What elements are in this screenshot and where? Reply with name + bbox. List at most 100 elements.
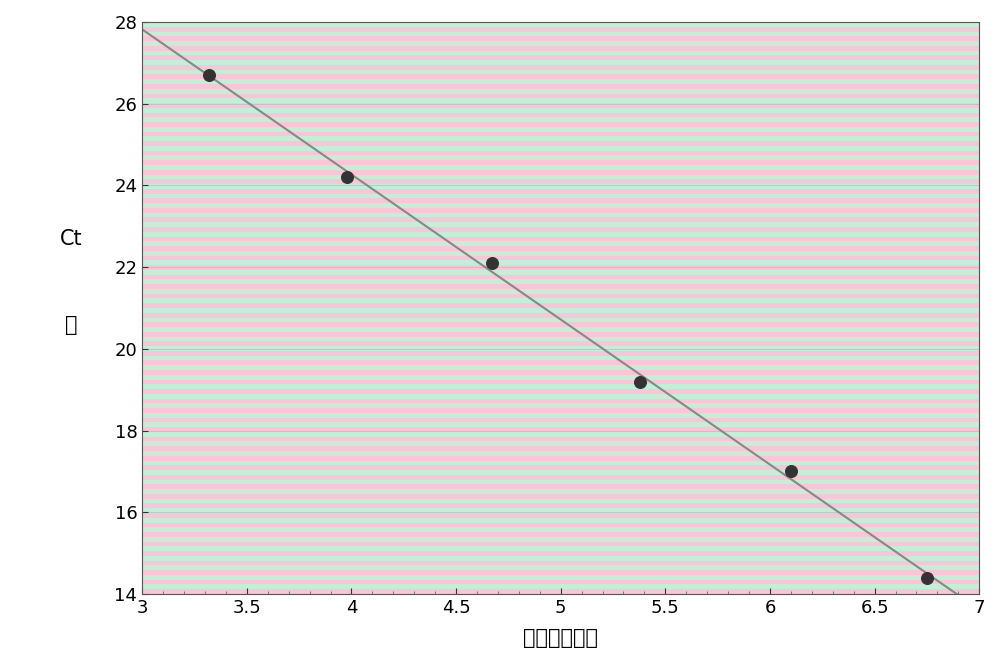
Bar [142, 427, 979, 432]
Bar [142, 89, 979, 93]
Bar [142, 566, 979, 570]
Bar [142, 465, 979, 470]
Bar [142, 408, 979, 413]
Bar [142, 151, 979, 155]
Bar [142, 232, 979, 237]
Bar [142, 542, 979, 546]
Bar [142, 208, 979, 213]
Bar [142, 222, 979, 227]
Bar [142, 241, 979, 246]
Bar [142, 398, 979, 403]
Bar [142, 308, 979, 313]
Bar [142, 284, 979, 289]
Bar [142, 346, 979, 351]
Bar [142, 274, 979, 279]
Bar [142, 332, 979, 337]
Bar [142, 365, 979, 370]
Bar [142, 327, 979, 332]
Bar [142, 375, 979, 379]
Bar [142, 442, 979, 446]
Bar [142, 270, 979, 274]
Bar [142, 570, 979, 575]
Bar [142, 461, 979, 465]
Bar [142, 379, 979, 385]
Bar [142, 394, 979, 398]
Bar [142, 141, 979, 146]
Text: Ct: Ct [60, 229, 82, 249]
Bar [142, 546, 979, 551]
Bar [142, 65, 979, 70]
Bar [142, 370, 979, 375]
Bar [142, 36, 979, 41]
Bar [142, 265, 979, 270]
Bar [142, 561, 979, 566]
X-axis label: 拷贝数的对数: 拷贝数的对数 [523, 628, 598, 648]
Bar [142, 184, 979, 189]
Bar [142, 479, 979, 485]
Bar [142, 246, 979, 251]
Bar [142, 403, 979, 408]
Bar [142, 103, 979, 108]
Bar [142, 322, 979, 327]
Bar [142, 575, 979, 579]
Bar [142, 217, 979, 222]
Text: 値: 値 [65, 315, 77, 335]
Bar [142, 451, 979, 455]
Bar [142, 513, 979, 518]
Bar [142, 160, 979, 165]
Bar [142, 475, 979, 479]
Bar [142, 551, 979, 556]
Bar [142, 527, 979, 532]
Bar [142, 532, 979, 537]
Point [919, 572, 935, 583]
Bar [142, 351, 979, 355]
Bar [142, 203, 979, 208]
Bar [142, 385, 979, 389]
Bar [142, 437, 979, 442]
Point [201, 70, 217, 80]
Bar [142, 174, 979, 179]
Bar [142, 255, 979, 261]
Bar [142, 432, 979, 437]
Bar [142, 179, 979, 184]
Bar [142, 579, 979, 585]
Bar [142, 122, 979, 127]
Bar [142, 137, 979, 141]
Bar [142, 127, 979, 132]
Point [632, 377, 648, 387]
Bar [142, 494, 979, 499]
Bar [142, 355, 979, 361]
Bar [142, 261, 979, 265]
Bar [142, 170, 979, 174]
Bar [142, 98, 979, 103]
Point [339, 172, 355, 182]
Bar [142, 41, 979, 46]
Bar [142, 313, 979, 318]
Point [783, 466, 799, 477]
Bar [142, 413, 979, 418]
Bar [142, 27, 979, 32]
Bar [142, 503, 979, 509]
Bar [142, 585, 979, 589]
Bar [142, 213, 979, 217]
Bar [142, 318, 979, 322]
Bar [142, 337, 979, 341]
Bar [142, 294, 979, 298]
Bar [142, 298, 979, 303]
Bar [142, 155, 979, 160]
Bar [142, 361, 979, 365]
Bar [142, 194, 979, 198]
Bar [142, 289, 979, 294]
Bar [142, 341, 979, 346]
Bar [142, 117, 979, 122]
Bar [142, 146, 979, 151]
Bar [142, 70, 979, 74]
Bar [142, 556, 979, 561]
Bar [142, 93, 979, 98]
Bar [142, 389, 979, 394]
Bar [142, 189, 979, 194]
Bar [142, 422, 979, 427]
Bar [142, 22, 979, 27]
Bar [142, 108, 979, 113]
Bar [142, 470, 979, 475]
